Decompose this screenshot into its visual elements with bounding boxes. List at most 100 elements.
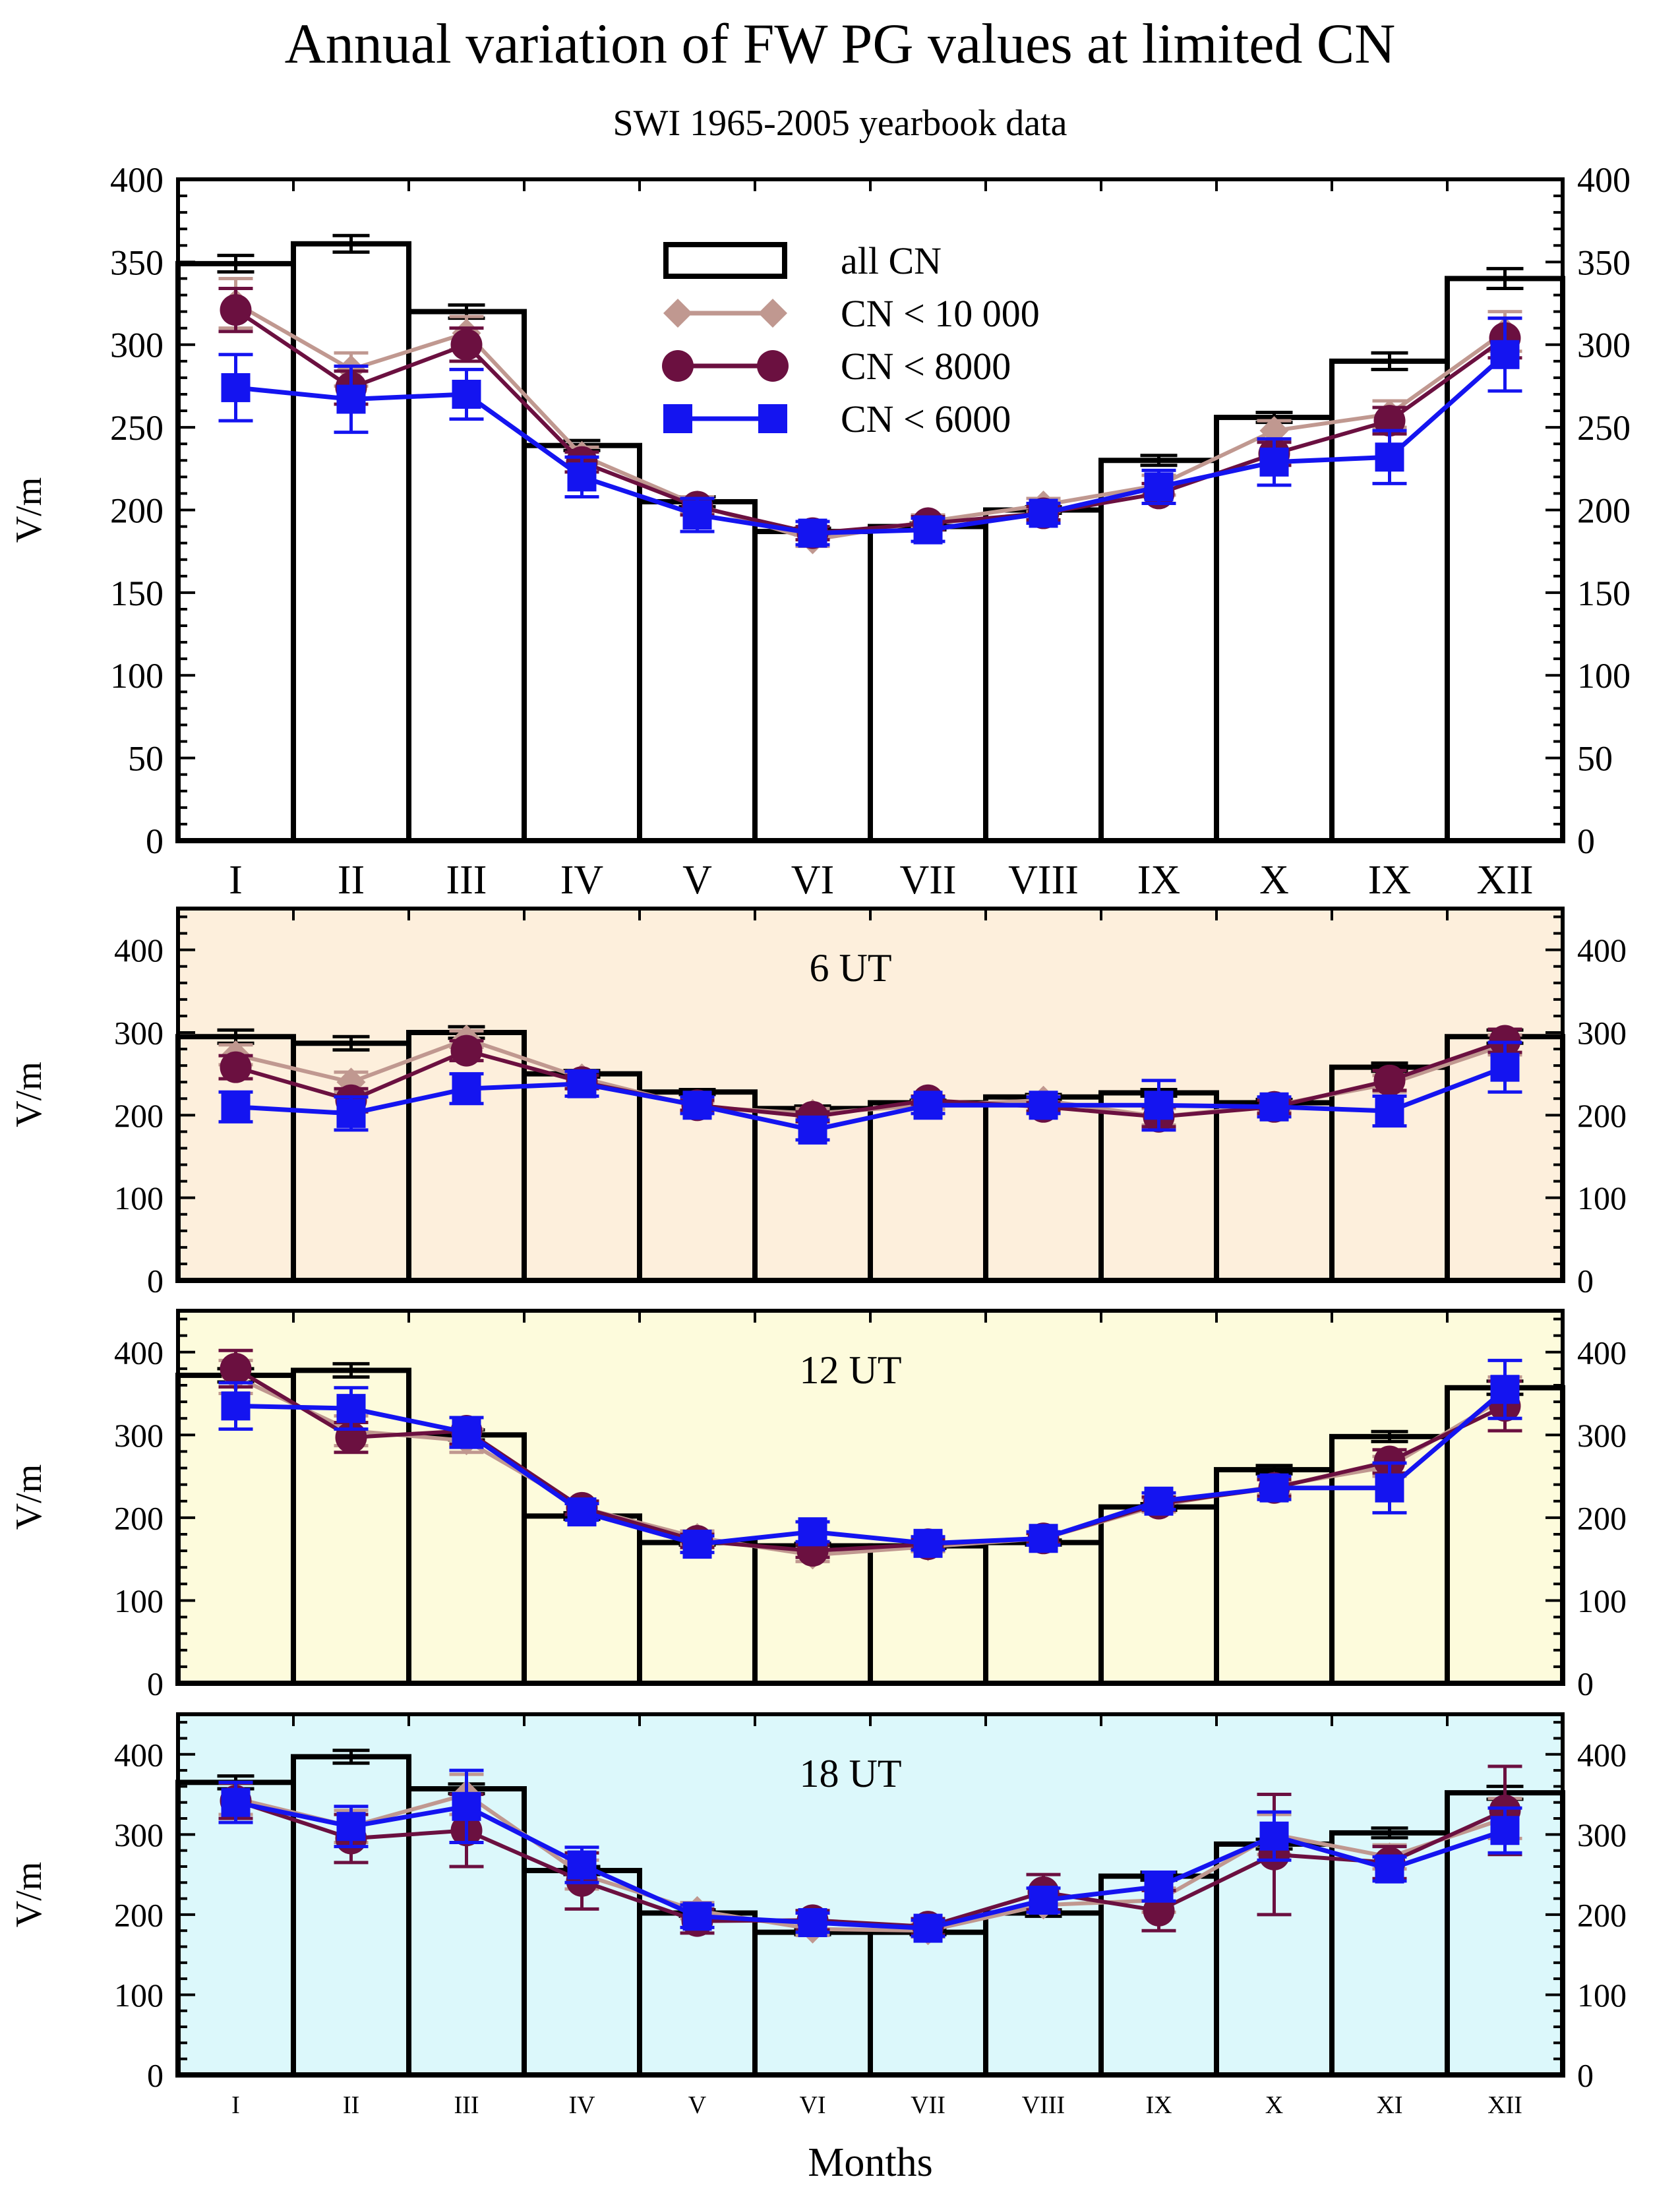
- point-cn-6000: [1375, 1473, 1404, 1503]
- legend-label: CN < 8000: [841, 345, 1011, 388]
- y-tick-label-right: 300: [1577, 326, 1631, 365]
- y-tick-label-left: 200: [110, 491, 164, 530]
- point-cn-6000: [1029, 1524, 1058, 1553]
- point-cn-6000: [336, 1098, 366, 1128]
- legend-swatch-all-cn: [663, 242, 787, 279]
- x-tick-label: XII: [1487, 2091, 1522, 2119]
- point-cn-6000: [221, 1787, 251, 1817]
- point-cn-6000: [336, 1812, 366, 1842]
- x-tick-label: VI: [791, 858, 834, 903]
- y-tick-label-left: 0: [147, 2057, 164, 2094]
- line-3: [235, 1800, 1506, 1931]
- y-tick-label-left: 0: [146, 822, 164, 861]
- point-cn-6000: [452, 1791, 481, 1821]
- point-cn-6000: [1375, 1096, 1404, 1126]
- point-cn-6000: [452, 379, 481, 409]
- y-tick-label-right: 300: [1577, 1417, 1627, 1454]
- y-tick-label-left: 150: [110, 574, 164, 613]
- point-cn-8000: [220, 294, 252, 326]
- y-tick-label-left: 400: [114, 932, 164, 969]
- legend-label: CN < 10 000: [841, 292, 1040, 335]
- legend-label: all CN: [841, 239, 942, 282]
- legend-marker: [663, 299, 692, 328]
- point-cn-6000: [1375, 442, 1404, 472]
- line-3: [235, 353, 1507, 536]
- legend-label: CN < 6000: [841, 398, 1011, 440]
- point-cn-6000: [682, 500, 712, 530]
- x-tick-label: IV: [568, 2091, 595, 2119]
- panel-0: 0 0 50 50 100 100 150 150 200 200 250 250 300 300 350 3…: [9, 160, 1631, 903]
- x-tick-label: XII: [1476, 858, 1533, 903]
- point-cn-6000: [221, 1391, 251, 1421]
- x-tick-label: X: [1259, 858, 1289, 903]
- x-tick-label: IX: [1368, 858, 1411, 903]
- y-tick-label-right: 200: [1577, 1097, 1627, 1134]
- point-cn-8000: [1373, 405, 1406, 437]
- y-tick-label-right: 200: [1577, 1896, 1627, 1933]
- y-tick-label-left: 50: [128, 739, 164, 779]
- y-tick-label-right: 400: [1577, 1736, 1627, 1773]
- y-tick-label-left: 250: [110, 408, 164, 448]
- point-cn-8000: [450, 328, 483, 361]
- y-tick-label-right: 250: [1577, 408, 1631, 448]
- y-tick-label-left: 300: [114, 1417, 164, 1454]
- point-cn-8000: [450, 1034, 483, 1067]
- point-cn-8000: [1373, 1064, 1406, 1096]
- x-tick-label: V: [682, 858, 712, 903]
- legend-marker: [663, 404, 692, 433]
- point-cn-6000: [1490, 1816, 1520, 1845]
- point-cn-6000: [1029, 498, 1058, 528]
- point-cn-6000: [452, 1418, 481, 1447]
- x-tick-label: VII: [899, 858, 956, 903]
- point-cn-6000: [1144, 472, 1174, 502]
- point-cn-6000: [221, 1092, 251, 1122]
- x-tick-label: XI: [1376, 2091, 1402, 2119]
- y-axis-label: V/m: [9, 477, 49, 543]
- point-cn-6000: [1490, 1375, 1520, 1404]
- y-tick-label-left: 400: [114, 1736, 164, 1773]
- y-axis-label: V/m: [9, 1862, 49, 1928]
- x-tick-label: X: [1265, 2091, 1283, 2119]
- point-cn-6000: [1259, 1092, 1289, 1122]
- point-cn-6000: [798, 1115, 827, 1145]
- line-2: [234, 308, 1507, 535]
- line-3: [235, 1065, 1506, 1133]
- panel-label: 12 UT: [800, 1348, 902, 1392]
- y-tick-label-left: 100: [114, 1977, 164, 2014]
- point-cn-6000: [913, 1913, 943, 1943]
- y-tick-label-left: 100: [110, 656, 164, 696]
- point-cn-6000: [1490, 1052, 1520, 1082]
- y-tick-label-right: 300: [1577, 1015, 1627, 1052]
- legend-marker: [758, 404, 787, 433]
- y-tick-label-right: 350: [1577, 243, 1631, 282]
- chart-title: Annual variation of FW PG values at limi…: [285, 12, 1396, 75]
- point-cn-6000: [567, 1497, 597, 1527]
- legend-marker: [662, 350, 694, 382]
- panel-label: 18 UT: [800, 1752, 902, 1795]
- y-tick-label-right: 100: [1577, 1582, 1627, 1619]
- y-tick-label-right: 200: [1577, 1499, 1627, 1536]
- x-tick-label: VII: [911, 2091, 945, 2119]
- y-tick-label-left: 100: [114, 1582, 164, 1619]
- y-tick-label-left: 0: [147, 1665, 164, 1702]
- y-tick-label-left: 400: [114, 1334, 164, 1371]
- point-cn-6000: [913, 515, 943, 545]
- point-cn-6000: [798, 1908, 827, 1938]
- point-cn-6000: [798, 1517, 827, 1547]
- x-tick-label: IX: [1137, 858, 1180, 903]
- point-cn-6000: [567, 1069, 597, 1098]
- point-cn-8000: [1489, 1025, 1521, 1057]
- x-tick-label: IX: [1145, 2091, 1172, 2119]
- y-tick-label-right: 100: [1577, 1977, 1627, 2014]
- point-cn-6000: [798, 518, 827, 548]
- point-cn-6000: [682, 1902, 712, 1931]
- y-tick-label-right: 400: [1577, 932, 1627, 969]
- panel-label: 6 UT: [810, 946, 892, 990]
- y-tick-label-left: 200: [114, 1896, 164, 1933]
- line-1: [235, 1792, 1506, 1933]
- chart-panels: 0 0 50 50 100 100 150 150 200 200 250 250 300 300 350 3…: [9, 160, 1631, 2119]
- x-tick-label: V: [688, 2091, 707, 2119]
- y-tick-label-right: 300: [1577, 1816, 1627, 1853]
- y-tick-label-left: 200: [114, 1499, 164, 1536]
- point-cn-6000: [913, 1528, 943, 1558]
